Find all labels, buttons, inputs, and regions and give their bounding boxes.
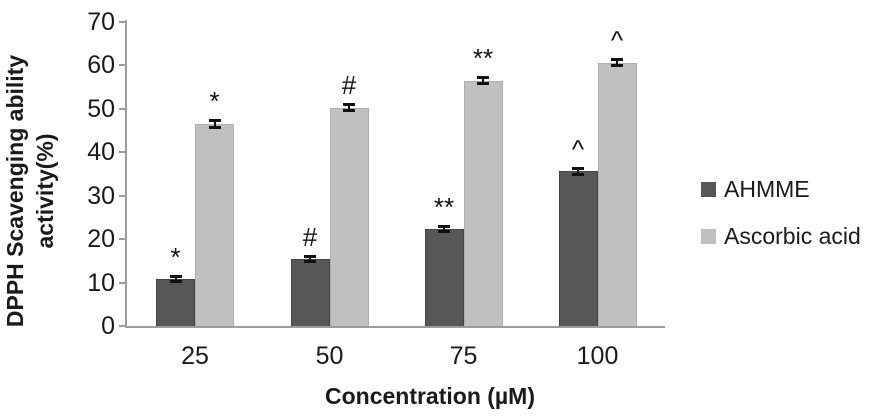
legend-label-ahmme: AHMME — [724, 175, 810, 202]
y-tick-label-10: 10 — [87, 268, 115, 297]
bar-ascorbic-acid-75 — [463, 80, 503, 326]
y-tick-mark — [119, 325, 127, 327]
error-bar — [174, 277, 177, 281]
legend-swatch-ascorbic-acid-icon — [701, 228, 716, 244]
error-bar — [343, 109, 355, 113]
x-tick-label-100: 100 — [576, 342, 619, 370]
legend: AHMME Ascorbic acid — [701, 175, 861, 272]
x-tick-label-50: 50 — [315, 342, 344, 370]
y-tick-label-0: 0 — [101, 312, 115, 340]
x-tick-label-25: 25 — [181, 342, 209, 370]
error-bar — [304, 260, 316, 264]
legend-item-ahmme: AHMME — [701, 175, 861, 202]
error-bar — [477, 76, 489, 80]
error-bar — [348, 104, 350, 111]
bar-ahmme-25 — [156, 279, 195, 326]
annotation-ahmme-25: * — [170, 242, 181, 273]
y-axis-title: DPPH Scavenging ability activity(%) — [2, 54, 58, 328]
bar-ahmme-50 — [290, 259, 330, 326]
bar-ahmme-100 — [558, 171, 598, 326]
legend-item-ascorbic-acid: Ascorbic acid — [701, 222, 861, 249]
y-tick-mark — [119, 281, 127, 284]
annotation-ahmme-75: ** — [433, 191, 455, 222]
error-bar — [208, 125, 221, 129]
error-bar — [438, 224, 450, 228]
error-bar — [213, 121, 216, 127]
error-bar — [616, 60, 618, 66]
error-bar — [169, 275, 182, 279]
y-tick-label-30: 30 — [87, 181, 115, 210]
annotation-ahmme-50: # — [302, 221, 318, 252]
annotation-ascorbic-acid-100: ^ — [610, 25, 624, 56]
legend-swatch-ahmme-icon — [701, 181, 716, 197]
error-bar — [443, 226, 445, 232]
error-bar — [572, 167, 584, 171]
bar-ahmme-75 — [424, 229, 464, 326]
y-tick-mark — [119, 194, 127, 197]
bar-ascorbic-acid-50 — [329, 107, 369, 326]
error-bar — [438, 230, 450, 234]
annotation-ahmme-100: ^ — [571, 134, 585, 165]
error-bar — [304, 254, 316, 258]
y-tick-label-50: 50 — [87, 94, 115, 123]
error-bar — [611, 58, 623, 62]
error-bar — [208, 119, 221, 123]
y-tick-label-60: 60 — [87, 51, 115, 80]
y-tick-mark — [119, 21, 127, 23]
annotation-ascorbic-acid-25: * — [209, 86, 220, 117]
y-tick-mark — [119, 107, 127, 110]
error-bar — [577, 169, 579, 174]
x-tick-label-75: 75 — [449, 342, 478, 370]
x-axis-title: Concentration (µM) — [324, 383, 535, 409]
bar-ascorbic-acid-25 — [195, 124, 234, 326]
error-bar — [343, 102, 355, 106]
annotation-ascorbic-acid-50: # — [341, 69, 357, 100]
legend-label-ascorbic-acid: Ascorbic acid — [724, 222, 861, 249]
error-bar — [309, 256, 311, 262]
y-axis-line — [125, 20, 127, 327]
y-tick-mark — [119, 64, 127, 67]
y-tick-label-40: 40 — [87, 138, 115, 167]
error-bar — [169, 279, 182, 283]
error-bar — [477, 82, 489, 86]
y-tick-mark — [119, 238, 127, 241]
x-axis-line — [125, 326, 665, 328]
y-tick-label-70: 70 — [87, 8, 115, 36]
error-bar — [572, 172, 584, 176]
bar-ascorbic-acid-100 — [597, 62, 637, 326]
error-bar — [482, 78, 484, 84]
error-bar — [611, 64, 623, 68]
y-tick-label-20: 20 — [87, 225, 115, 254]
annotation-ascorbic-acid-75: ** — [472, 43, 494, 74]
y-tick-mark — [119, 151, 127, 154]
